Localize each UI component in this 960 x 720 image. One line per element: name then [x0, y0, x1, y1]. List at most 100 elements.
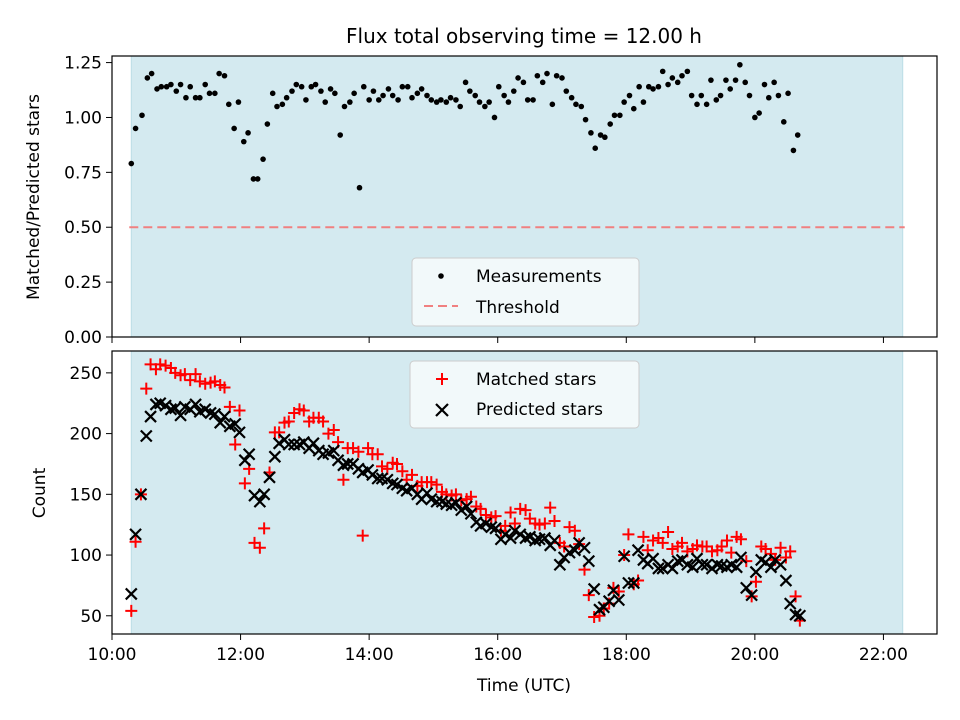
measurement-point	[746, 92, 753, 99]
measurement-point	[559, 75, 565, 81]
chart-title: Flux total observing time = 12.00 h	[346, 24, 702, 48]
measurement-point	[250, 176, 257, 182]
count-panel: 50 100 150 200 250 10:00 12:00 14:00 16:00 18:00…	[30, 350, 938, 696]
predicted-star-point	[208, 407, 222, 421]
legend-predicted-marker	[435, 403, 449, 417]
matched-star-point	[425, 476, 438, 489]
measurement-point	[534, 72, 541, 79]
matched-star-point	[396, 465, 409, 478]
matched-star-point	[449, 488, 462, 501]
measurement-point	[588, 130, 594, 136]
y-tick-label: 0.00	[64, 328, 102, 348]
x-tick-label: 22:00	[859, 645, 908, 665]
measurement-point	[154, 86, 160, 92]
measurement-point	[708, 77, 714, 83]
measurement-point	[694, 101, 700, 108]
measurement-point	[544, 70, 550, 77]
predicted-star-point	[386, 477, 399, 490]
measurement-point	[607, 121, 614, 127]
measurement-point	[139, 112, 145, 119]
y-tick-label: 0.25	[64, 273, 102, 293]
measurement-point	[293, 81, 300, 88]
predicted-star-point	[464, 507, 478, 521]
measurement-point	[240, 138, 247, 145]
measurement-point	[611, 112, 618, 119]
predicted-star-point	[745, 588, 758, 602]
measurement-point	[322, 99, 329, 105]
matched-star-point	[317, 415, 330, 428]
measurement-point	[356, 184, 363, 191]
count-x-ticks: 10:00 12:00 14:00 16:00 18:00 20:00 22:00	[88, 634, 908, 665]
y-tick-label: 0.75	[64, 163, 102, 183]
predicted-star-point	[671, 554, 684, 568]
measurement-point	[158, 83, 165, 90]
predicted-star-point	[189, 398, 202, 411]
measurement-point	[669, 75, 676, 81]
predicted-star-point	[578, 541, 591, 555]
matched-star-point	[489, 510, 502, 523]
measurement-point	[501, 92, 507, 99]
measurement-point	[761, 81, 768, 88]
x-axis-label: Time (UTC)	[476, 676, 571, 696]
predicted-star-point	[548, 534, 561, 547]
ratio-x-ticks	[111, 337, 884, 343]
measurement-point	[553, 72, 560, 79]
measurement-point	[698, 92, 705, 99]
predicted-star-point	[686, 560, 699, 574]
matched-star-point	[637, 530, 650, 543]
matched-star-point	[159, 359, 172, 372]
measurement-point	[269, 90, 276, 97]
measurement-point	[491, 114, 498, 121]
matched-star-point	[715, 540, 728, 553]
measurement-point	[785, 90, 791, 97]
measurement-point	[443, 99, 450, 105]
predicted-star-point	[390, 478, 404, 491]
measurement-point	[780, 119, 787, 125]
measurement-point	[274, 103, 280, 110]
predicted-star-point	[700, 558, 713, 572]
matched-star-point	[533, 518, 546, 531]
predicted-star-points	[125, 396, 807, 623]
measurement-point	[279, 101, 286, 108]
matched-star-point	[258, 522, 271, 535]
measurement-point	[626, 92, 633, 99]
predicted-star-point	[740, 581, 753, 595]
matched-star-point	[656, 536, 669, 549]
matched-star-point	[647, 534, 660, 547]
matched-star-point	[508, 517, 521, 530]
measurement-point	[717, 92, 724, 99]
measurement-point	[659, 68, 666, 75]
matched-star-point	[199, 377, 212, 390]
predicted-star-point	[631, 543, 645, 557]
measurement-point	[665, 81, 671, 88]
predicted-star-point	[213, 416, 227, 429]
predicted-star-point	[489, 522, 502, 535]
measurement-point	[756, 110, 762, 116]
predicted-star-point	[381, 473, 394, 487]
measurement-point	[418, 86, 425, 92]
measurement-point	[742, 79, 749, 86]
predicted-star-point	[430, 495, 443, 508]
matched-star-point	[789, 590, 802, 603]
matched-star-point	[568, 524, 581, 537]
predicted-star-point	[366, 468, 379, 482]
matched-star-point	[582, 589, 595, 602]
matched-star-point	[273, 426, 286, 439]
matched-star-point	[504, 506, 517, 519]
measurement-point	[202, 81, 209, 88]
matched-star-point	[558, 540, 571, 553]
matched-star-point	[129, 535, 142, 548]
measurement-point	[549, 101, 556, 108]
predicted-star-point	[228, 417, 242, 431]
measurement-point	[597, 132, 604, 138]
predicted-star-point	[764, 560, 778, 574]
measurement-point	[578, 103, 585, 110]
matched-star-point	[691, 539, 703, 552]
measurement-point	[283, 94, 290, 101]
predicted-star-point	[789, 608, 802, 621]
predicted-star-point	[734, 551, 748, 564]
measurement-point	[318, 88, 324, 94]
predicted-star-point	[523, 530, 537, 544]
measurement-point	[212, 90, 218, 97]
legend-matched-marker	[436, 373, 448, 385]
